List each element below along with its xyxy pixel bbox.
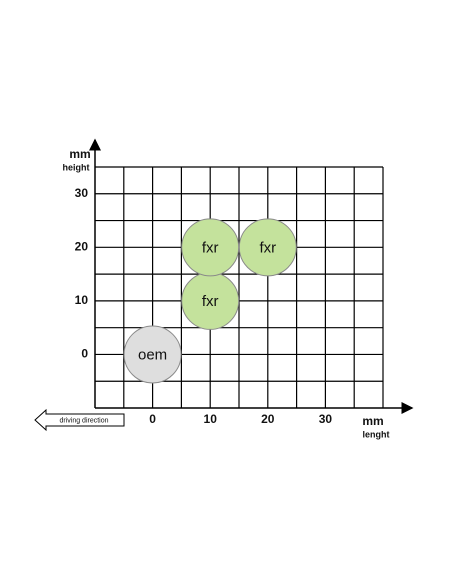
x-tick-label: 0	[149, 412, 156, 426]
y-unit: mm	[69, 147, 90, 161]
y-tick-label: 0	[81, 347, 88, 361]
x-tick-label: 30	[319, 412, 333, 426]
point	[238, 218, 297, 277]
x-unit: mm	[362, 414, 383, 428]
x-axis-label: lenght	[363, 429, 390, 439]
point	[123, 325, 182, 384]
y-tick-label: 10	[75, 293, 89, 307]
point-label: oem	[138, 346, 167, 363]
point	[181, 218, 240, 277]
point-label: fxr	[259, 239, 276, 256]
direction-label: driving direction	[59, 417, 108, 424]
direction-arrow	[34, 408, 125, 432]
y-axis-label: height	[63, 162, 90, 172]
x-tick-label: 20	[261, 412, 275, 426]
x-tick-label: 10	[204, 412, 218, 426]
point-label: fxr	[202, 239, 219, 256]
point-label: fxr	[202, 293, 219, 310]
y-tick-label: 20	[75, 240, 89, 254]
y-tick-label: 30	[75, 186, 89, 200]
